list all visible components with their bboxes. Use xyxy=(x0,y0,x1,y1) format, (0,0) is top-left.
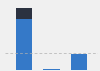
Bar xyxy=(16,19,32,70)
Bar xyxy=(43,69,60,70)
Bar xyxy=(16,8,32,19)
Bar xyxy=(71,54,87,70)
